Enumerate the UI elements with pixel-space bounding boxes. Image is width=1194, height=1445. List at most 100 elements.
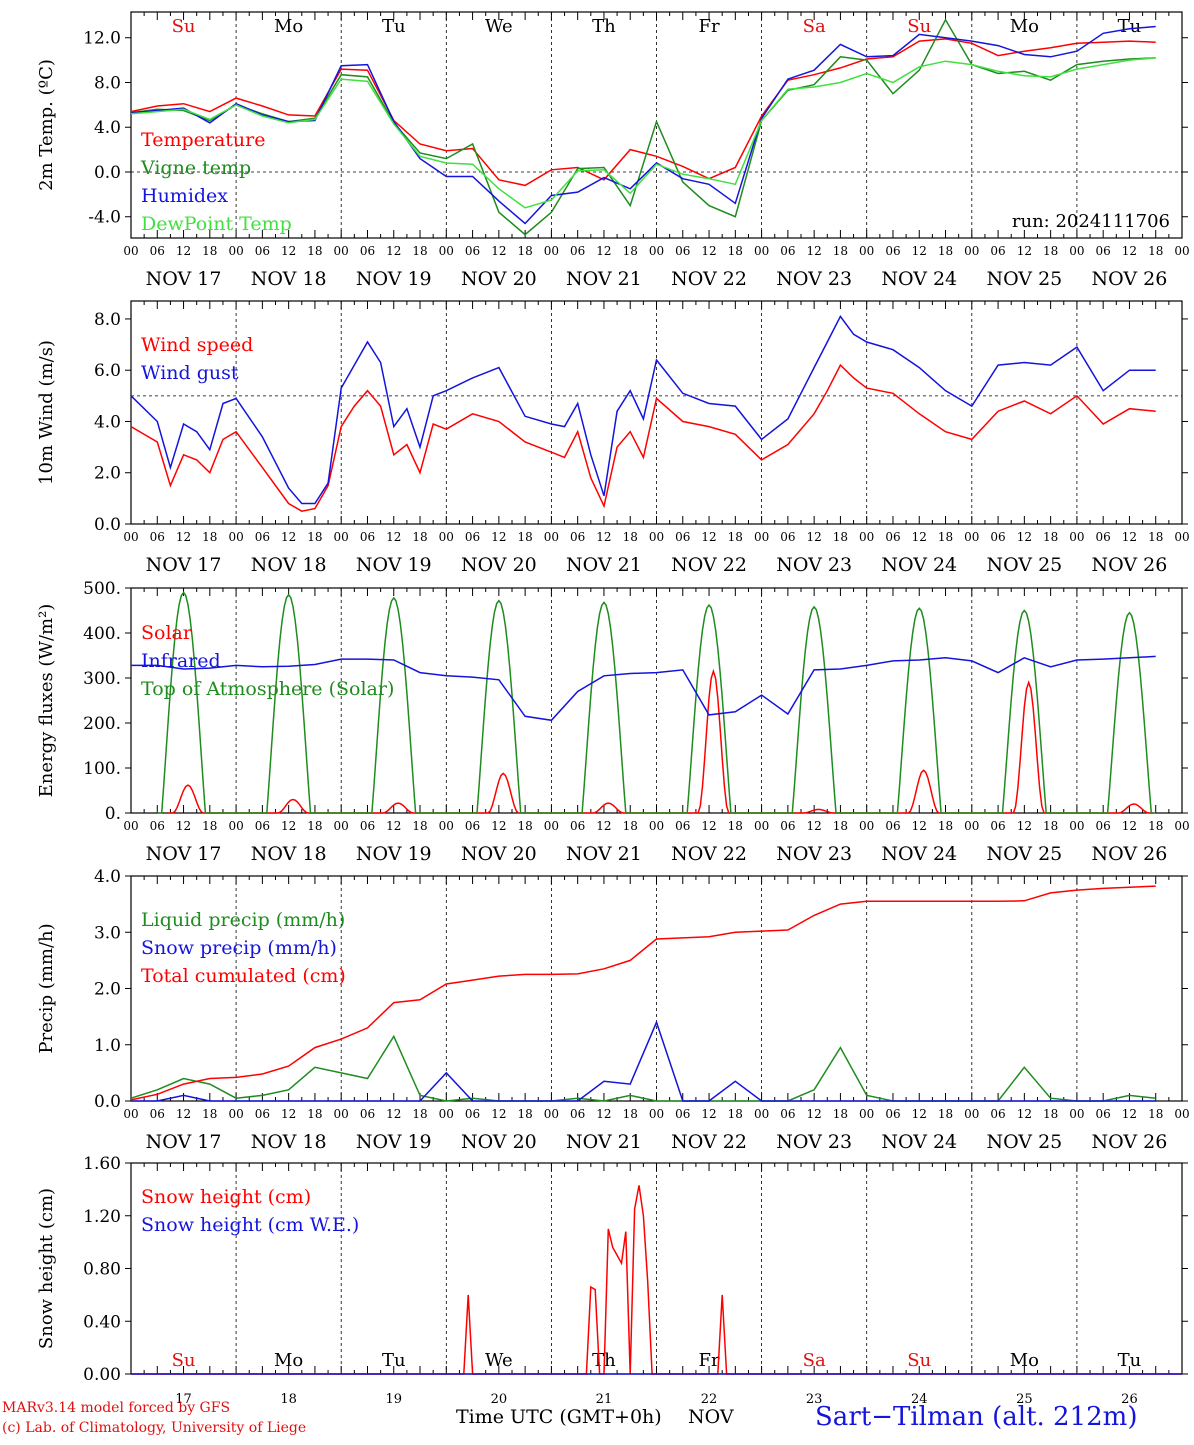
hour-tick-label: 06 [1096, 244, 1111, 258]
hour-tick-label: 12 [596, 530, 611, 544]
series-line [130, 38, 1156, 187]
hour-tick-label: 18 [1043, 530, 1058, 544]
hour-tick-label: 00 [754, 530, 769, 544]
hour-tick-label: 18 [623, 1107, 638, 1121]
hour-tick-label: 12 [701, 530, 716, 544]
date-label: NOV 23 [776, 554, 852, 576]
date-label: NOV 23 [776, 268, 852, 290]
hour-tick-label: 06 [675, 244, 690, 258]
y-tick-label: 1.0 [94, 1036, 121, 1056]
hour-tick-label: 12 [281, 244, 296, 258]
hour-tick-label: 06 [570, 530, 585, 544]
hour-tick-label: 06 [570, 819, 585, 833]
y-tick-label: 4.0 [94, 867, 121, 887]
y-tick-label: 2.0 [94, 980, 121, 1000]
plot-frame [130, 300, 1183, 525]
y-tick-label: 6.0 [94, 361, 121, 381]
hour-tick-label: 06 [570, 244, 585, 258]
day-number-label: 18 [280, 1392, 297, 1407]
series-line [130, 885, 1156, 1101]
hour-tick-label: 12 [596, 819, 611, 833]
date-label: NOV 25 [986, 1131, 1062, 1153]
hour-tick-label: 00 [859, 1107, 874, 1121]
weekday-label: Tu [1118, 1350, 1142, 1371]
hour-tick-label: 18 [1148, 244, 1163, 258]
y-tick-label: 0.00 [83, 1365, 121, 1385]
hour-tick-label: 12 [701, 1107, 716, 1121]
hour-tick-label: 06 [465, 819, 480, 833]
weekday-label: Su [907, 1350, 931, 1371]
date-label: NOV 26 [1092, 1131, 1168, 1153]
date-label: NOV 18 [251, 554, 327, 576]
date-label: NOV 25 [986, 843, 1062, 865]
hour-tick-label: 18 [1043, 819, 1058, 833]
hour-tick-label: 00 [123, 530, 138, 544]
date-label: NOV 22 [671, 1131, 747, 1153]
hour-tick-label: 12 [701, 819, 716, 833]
month-label: NOV [688, 1406, 734, 1428]
hour-tick-label: 12 [807, 819, 822, 833]
hour-tick-label: 18 [202, 530, 217, 544]
hour-tick-label: 06 [780, 819, 795, 833]
y-tick-label: 1.60 [83, 1154, 121, 1174]
day-number-label: 24 [911, 1392, 928, 1407]
hour-tick-label: 00 [544, 244, 559, 258]
day-number-label: 21 [596, 1392, 613, 1407]
y-tick-label: 2.0 [94, 464, 121, 484]
date-label: NOV 18 [251, 843, 327, 865]
hour-tick-label: 00 [649, 244, 664, 258]
date-label: NOV 18 [251, 1131, 327, 1153]
hour-tick-label: 00 [334, 244, 349, 258]
hour-tick-label: 06 [150, 1107, 165, 1121]
hour-tick-label: 12 [1017, 530, 1032, 544]
hour-tick-label: 06 [780, 244, 795, 258]
y-tick-label: 400. [83, 624, 121, 644]
hour-tick-label: 12 [1017, 1107, 1032, 1121]
date-label: NOV 23 [776, 1131, 852, 1153]
day-number-label: 23 [806, 1392, 823, 1407]
hour-tick-label: 06 [360, 530, 375, 544]
hour-tick-label: 00 [964, 530, 979, 544]
legend-entry: DewPoint Temp [141, 213, 292, 235]
date-label: NOV 24 [881, 1131, 957, 1153]
weekday-label: Mo [1010, 16, 1039, 37]
legend-entry: Solar [141, 622, 193, 644]
date-label: NOV 19 [356, 268, 432, 290]
day-number-label: 25 [1016, 1392, 1033, 1407]
model-credit: MARv3.14 model forced by GFS [2, 1400, 231, 1416]
hour-tick-label: 00 [964, 244, 979, 258]
y-tick-label: 500. [83, 579, 121, 599]
hour-tick-label: 12 [596, 244, 611, 258]
hour-tick-label: 00 [1174, 1107, 1189, 1121]
hour-tick-label: 18 [412, 244, 427, 258]
date-label: NOV 22 [671, 554, 747, 576]
weekday-label: Tu [382, 16, 406, 37]
date-label: NOV 17 [146, 1131, 222, 1153]
weekday-label: We [485, 1350, 513, 1371]
hour-tick-label: 18 [517, 244, 532, 258]
hour-tick-label: 18 [517, 819, 532, 833]
series-line [131, 655, 1156, 722]
hour-tick-label: 06 [255, 819, 270, 833]
date-label: NOV 26 [1092, 554, 1168, 576]
date-label: NOV 26 [1092, 268, 1168, 290]
hour-tick-label: 18 [623, 819, 638, 833]
hour-tick-label: 00 [859, 530, 874, 544]
hour-tick-label: 18 [307, 244, 322, 258]
hour-tick-label: 06 [570, 1107, 585, 1121]
hour-tick-label: 06 [150, 530, 165, 544]
hour-tick-label: 18 [202, 244, 217, 258]
weekday-label: Th [592, 16, 616, 37]
hour-tick-label: 00 [334, 819, 349, 833]
hour-tick-label: 00 [228, 1107, 243, 1121]
day-number-label: 19 [385, 1392, 402, 1407]
hour-tick-label: 12 [596, 1107, 611, 1121]
hour-tick-label: 18 [728, 1107, 743, 1121]
hour-tick-label: 00 [334, 1107, 349, 1121]
legend-entry: Total cumulated (cm) [141, 965, 346, 987]
hour-tick-label: 06 [360, 1107, 375, 1121]
hour-tick-label: 18 [728, 530, 743, 544]
hour-tick-label: 18 [833, 819, 848, 833]
